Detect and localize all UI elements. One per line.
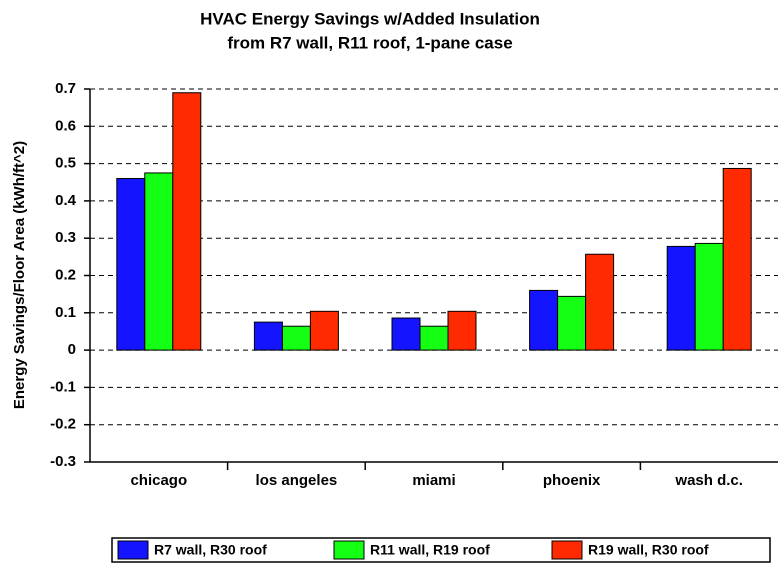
y-tick-label: 0.4 (55, 192, 77, 209)
legend-box (111, 537, 771, 563)
bar (309, 310, 339, 351)
y-tick-label: 0.2 (55, 266, 76, 283)
legend-label: R19 wall, R30 roof (588, 542, 709, 558)
bar (391, 317, 421, 351)
y-tick-label: 0 (68, 341, 76, 358)
bar (253, 321, 283, 351)
x-tick-label: chicago (130, 472, 187, 489)
chart-title: from R7 wall, R11 roof, 1-pane case (227, 33, 512, 52)
bar (529, 289, 559, 351)
bar (722, 167, 752, 351)
bar (694, 242, 724, 351)
bar (557, 295, 587, 351)
legend-swatch (333, 540, 365, 560)
bar (585, 253, 615, 351)
legend-swatch (117, 540, 149, 560)
y-tick-label: -0.1 (50, 378, 76, 395)
x-tick-label: wash d.c. (674, 472, 743, 489)
bar (172, 92, 202, 351)
legend-swatch (551, 540, 583, 560)
bar (144, 172, 174, 351)
bar (281, 325, 311, 351)
x-tick-label: phoenix (543, 472, 601, 489)
bar (419, 325, 449, 351)
y-tick-label: 0.5 (55, 155, 76, 172)
y-tick-label: 0.3 (55, 229, 76, 246)
legend-label: R7 wall, R30 roof (154, 542, 267, 558)
y-axis-label: Energy Savings/Floor Area (kWh/ft^2) (11, 141, 28, 409)
y-tick-label: 0.7 (55, 80, 76, 97)
y-tick-label: -0.3 (50, 453, 76, 470)
chart-title: HVAC Energy Savings w/Added Insulation (200, 9, 540, 28)
legend-label: R11 wall, R19 roof (370, 542, 490, 558)
y-tick-label: 0.1 (55, 304, 76, 321)
bar (116, 178, 146, 351)
y-tick-label: -0.2 (50, 416, 76, 433)
bar (666, 245, 696, 351)
bar (447, 310, 477, 351)
y-tick-label: 0.6 (55, 117, 76, 134)
x-tick-label: los angeles (256, 472, 338, 489)
x-tick-label: miami (412, 472, 455, 489)
